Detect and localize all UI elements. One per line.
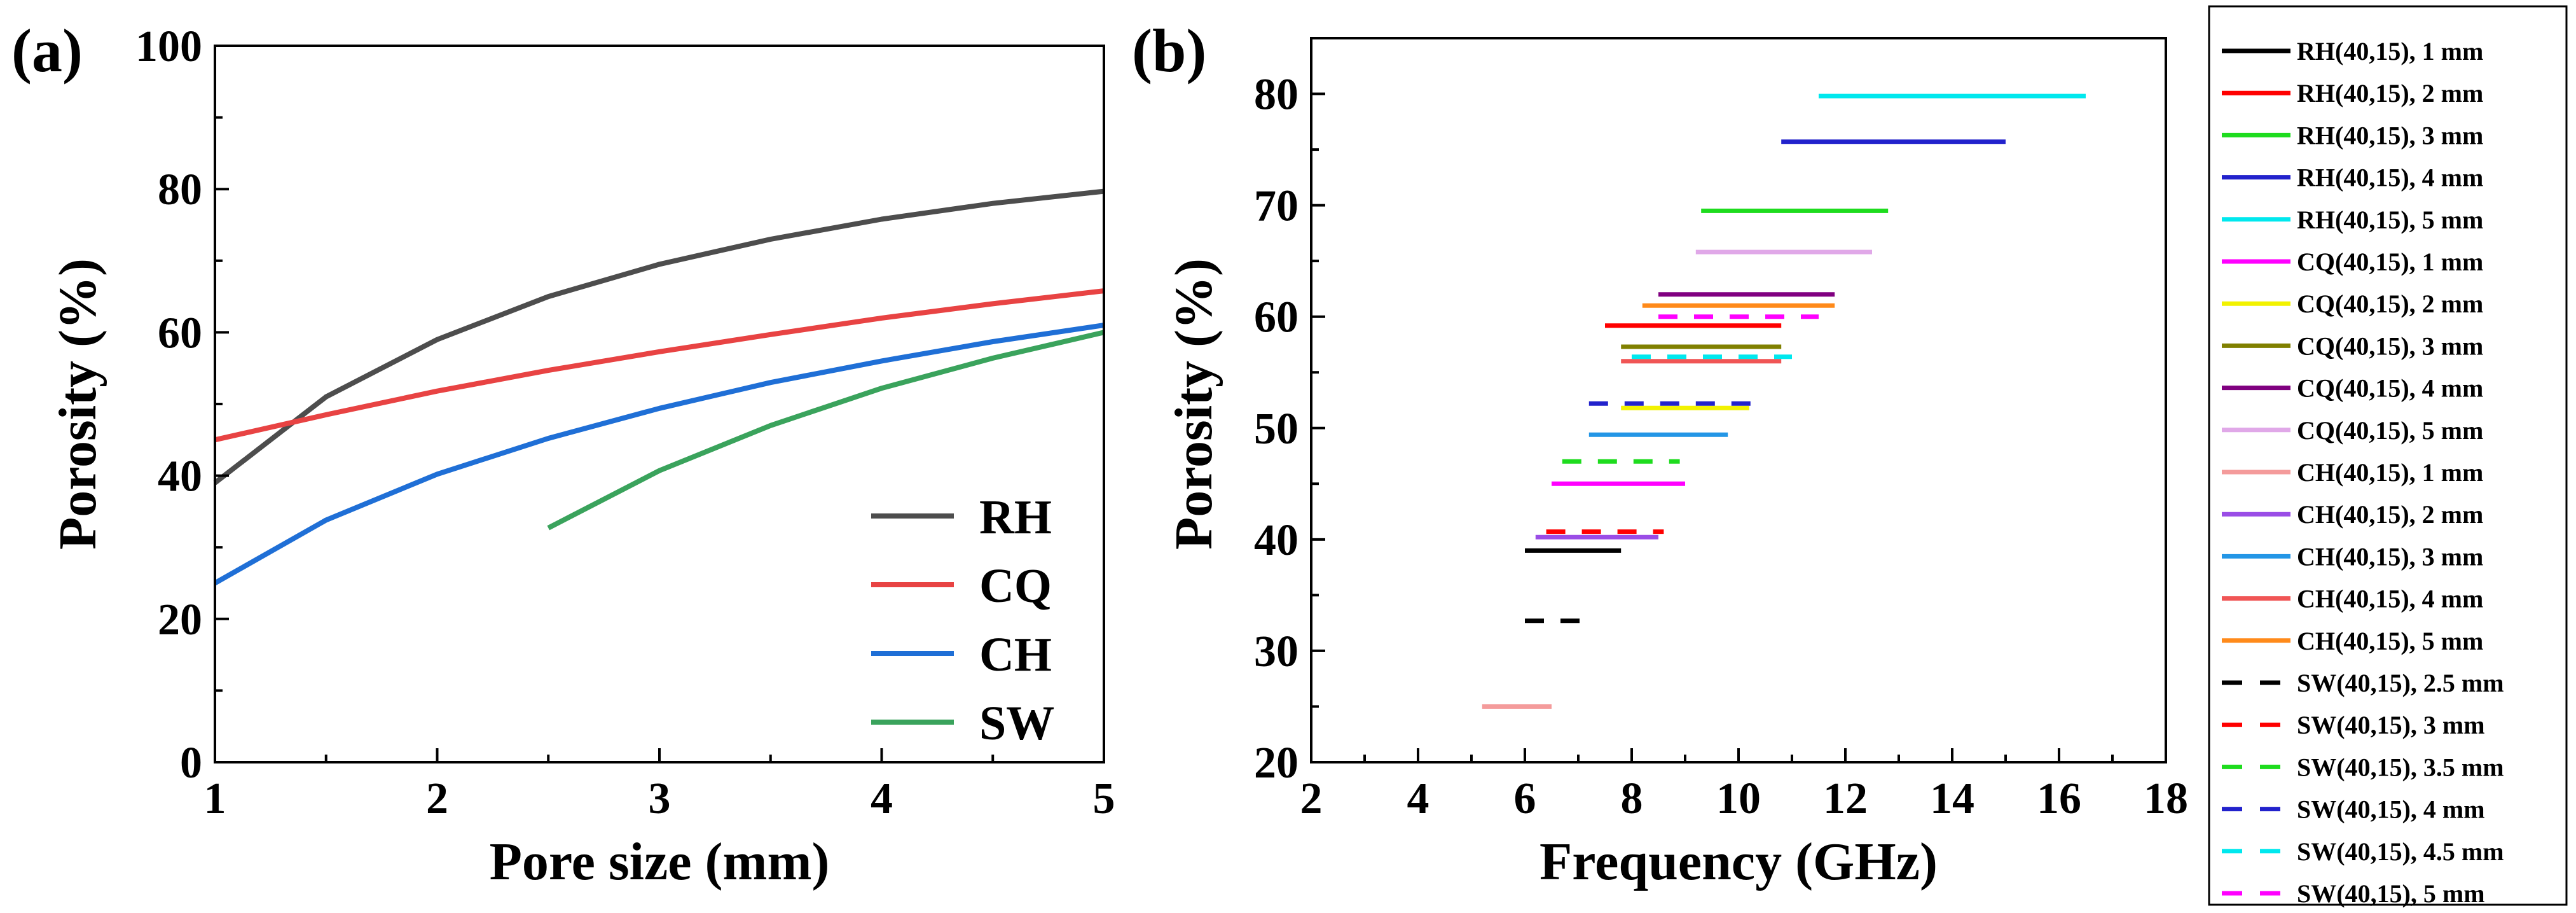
chart-b-x-tick-label: 6 [1514,774,1536,823]
chart-b-y-tick-label: 20 [1254,739,1298,788]
chart-b-legend-label-11: CH(40,15), 1 mm [2297,458,2483,487]
chart-b-legend-label-4: RH(40,15), 4 mm [2297,164,2483,192]
chart-b-legend-box [2208,5,2568,906]
chart-a-series-line-rh [213,188,1105,485]
chart-b-legend: RH(40,15), 1 mm RH(40,15), 2 mm RH(40,15),… [2222,37,2504,908]
chart-b-legend-label-18: SW(40,15), 3.5 mm [2297,753,2504,781]
chart-a-y-tick-label: 100 [135,22,202,71]
chart-b-y-axis-label: Porosity (%) [1164,258,1223,550]
chart-a-y-tick-label: 20 [158,596,202,645]
chart-a-series [213,188,1105,585]
chart-b-legend-label-17: SW(40,15), 3 mm [2297,711,2485,739]
panel-label-b: (b) [1132,17,1206,85]
chart-a-legend-label-ch: CH [979,628,1052,681]
chart-b-series [1482,94,2086,709]
chart-b-legend-label-12: CH(40,15), 2 mm [2297,500,2483,529]
chart-b-legend-label-8: CQ(40,15), 3 mm [2297,331,2483,360]
chart-b-legend-label-7: CQ(40,15), 2 mm [2297,289,2483,318]
chart-b-legend-label-21: SW(40,15), 5 mm [2297,879,2485,908]
chart-b-legend-label-2: RH(40,15), 2 mm [2297,79,2483,108]
chart-a-series-line-ch [214,323,1105,585]
chart-a-series-line-sw [547,330,1105,531]
chart-a-x-axis-label: Pore size (mm) [490,832,830,891]
chart-a-y-tick-label: 40 [158,452,202,501]
chart-b-legend-label-9: CQ(40,15), 4 mm [2297,374,2483,403]
chart-b-x-axis-label: Frequency (GHz) [1539,832,1938,891]
chart-b: (b) 2 4 6 8 10 12 14 16 18 20 30 40 50 60 70 80 Frequen… [1132,5,2568,908]
chart-b-legend-label-10: CQ(40,15), 5 mm [2297,416,2483,445]
chart-b-legend-label-3: RH(40,15), 3 mm [2297,121,2483,150]
chart-a-x-tick-label: 4 [871,774,893,823]
chart-b-x-tick-label: 18 [2144,774,2188,823]
chart-b-legend-label-20: SW(40,15), 4.5 mm [2297,837,2504,866]
chart-b-y-tick-label: 30 [1254,627,1298,676]
chart-a-legend-label-rh: RH [979,491,1052,544]
chart-b-legend-label-5: RH(40,15), 5 mm [2297,206,2483,234]
chart-b-x-tick-label: 16 [2037,774,2081,823]
chart-b-legend-label-19: SW(40,15), 4 mm [2297,795,2485,824]
chart-b-legend-label-6: CQ(40,15), 1 mm [2297,247,2483,276]
chart-a-x-tick-label: 1 [204,774,226,823]
chart-a-y-axis-label: Porosity (%) [48,258,107,550]
chart-a-x-tick-label: 5 [1093,774,1115,823]
chart-b-x-tick-label: 10 [1716,774,1761,823]
chart-b-legend-label-15: CH(40,15), 5 mm [2297,627,2483,655]
chart-b-x-tick-label: 8 [1621,774,1643,823]
chart-a-y-tick-label: 80 [158,165,202,214]
chart-b-y-tick-label: 70 [1254,182,1298,231]
chart-b-legend-label-16: SW(40,15), 2.5 mm [2297,669,2504,697]
chart-b-y-tick-label: 60 [1254,293,1298,342]
chart-a-y-tick-label: 0 [180,739,202,788]
chart-a-legend: RH CQ CH SW [871,491,1054,750]
chart-a-legend-label-cq: CQ [979,559,1052,613]
chart-b-legend-label-1: RH(40,15), 1 mm [2297,37,2483,66]
chart-a-series-line-cq [214,288,1105,443]
chart-b-y-tick-label: 80 [1254,71,1298,120]
chart-b-y-tick-label: 40 [1254,516,1298,565]
chart-b-legend-label-13: CH(40,15), 3 mm [2297,542,2483,571]
chart-a-x-tick-label: 2 [426,774,448,823]
chart-a-legend-label-sw: SW [979,697,1054,750]
chart-b-x-tick-label: 12 [1823,774,1868,823]
chart-b-legend-label-14: CH(40,15), 4 mm [2297,585,2483,613]
chart-a-x-tick-label: 3 [649,774,671,823]
chart-b-x-tick-label: 4 [1407,774,1429,823]
panel-label-a: (a) [11,17,83,85]
chart-b-x-tick-label: 2 [1300,774,1323,823]
chart-a-y-tick-label: 60 [158,309,202,358]
chart-b-x-tick-label: 14 [1930,774,1974,823]
chart-a: (a) 1 2 3 4 5 0 20 40 60 80 100 Pore size (mm) Por… [11,17,1115,891]
chart-b-y-tick-label: 50 [1254,405,1298,454]
